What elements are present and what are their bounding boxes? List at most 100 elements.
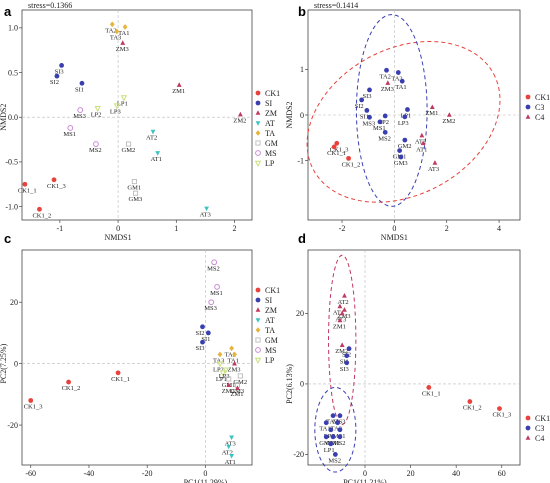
y-axis-label: NMDS2 bbox=[285, 101, 294, 128]
data-point bbox=[334, 140, 340, 146]
legend-label: C4 bbox=[535, 113, 544, 122]
stress-annotation: stress=0.1366 bbox=[28, 1, 72, 10]
data-point-label: CK1_2 bbox=[32, 212, 51, 219]
data-point-label: AT2 bbox=[415, 139, 426, 146]
y-tick-label: -1.0 bbox=[5, 202, 18, 211]
data-point-label: GM1 bbox=[127, 185, 141, 192]
data-point-label: LP2 bbox=[324, 433, 335, 440]
confidence-ellipse-c3 bbox=[355, 14, 428, 207]
data-point bbox=[235, 385, 240, 391]
confidence-ellipse-c4 bbox=[328, 254, 357, 425]
data-point bbox=[335, 420, 341, 426]
data-point bbox=[77, 107, 84, 113]
data-point-label: MS3 bbox=[73, 113, 86, 120]
data-point bbox=[337, 303, 343, 309]
x-tick-label: 0 bbox=[392, 224, 396, 233]
data-point bbox=[328, 427, 334, 433]
data-point bbox=[222, 367, 230, 374]
confidence-ellipse-c3 bbox=[314, 386, 357, 473]
legend-marker bbox=[255, 130, 261, 136]
data-point bbox=[200, 339, 205, 345]
data-point-label: GM3 bbox=[319, 440, 333, 447]
legend-marker bbox=[255, 121, 261, 126]
legend-label: TA bbox=[265, 129, 275, 138]
y-tick-label: 0.5 bbox=[8, 68, 18, 77]
data-point-label: TA1 bbox=[118, 30, 129, 37]
data-point bbox=[385, 80, 391, 85]
data-point bbox=[432, 160, 438, 165]
legend-label: SI bbox=[265, 99, 272, 108]
data-point-label: SI1 bbox=[340, 359, 349, 366]
data-point bbox=[402, 114, 408, 120]
data-point-label: GM3 bbox=[230, 388, 244, 395]
data-point bbox=[330, 413, 336, 419]
data-point bbox=[339, 342, 345, 347]
panel-letter: d bbox=[298, 231, 306, 246]
data-points: AT2AT1ZM3AT3ZM1ZM2SI2SI1SI3MS3TA2TA1TA3L… bbox=[319, 293, 511, 464]
data-point bbox=[323, 420, 329, 426]
y-axis-label: NMDS2 bbox=[0, 104, 8, 131]
data-point bbox=[382, 129, 388, 135]
data-point bbox=[397, 148, 403, 154]
legend-marker bbox=[255, 90, 261, 96]
data-point bbox=[446, 112, 452, 117]
data-point bbox=[467, 399, 473, 404]
data-point bbox=[132, 190, 139, 196]
data-point-label: AT3 bbox=[428, 166, 439, 173]
data-point bbox=[131, 179, 137, 185]
x-tick-label: 0 bbox=[363, 469, 367, 478]
x-tick-label: 2 bbox=[445, 224, 449, 233]
data-point-label: CK1_1 bbox=[327, 150, 346, 157]
legend-marker bbox=[255, 100, 261, 106]
legend-label: GM bbox=[265, 336, 278, 345]
confidence-ellipse-ck1 bbox=[306, 40, 501, 203]
legend-marker bbox=[255, 140, 261, 146]
legend-label: CK1 bbox=[265, 89, 280, 98]
x-axis-label: PC1(11.21%) bbox=[343, 478, 387, 483]
data-point-label: ZM2 bbox=[335, 348, 348, 355]
data-point bbox=[344, 353, 350, 359]
chart-panel-d: d 0 20 40 60 -20 0 20 PC1(11.21%) PC2(6.13%) AT2 AT… bbox=[285, 231, 550, 483]
legend-marker bbox=[255, 287, 261, 293]
data-point-label: GM3 bbox=[394, 160, 408, 167]
legend-label: ZM bbox=[265, 109, 277, 118]
data-point bbox=[346, 346, 352, 352]
data-point bbox=[419, 132, 425, 138]
x-tick-label: 0 bbox=[203, 469, 207, 478]
data-point-label: ZM3 bbox=[337, 313, 350, 320]
data-point-label: LP3 bbox=[398, 120, 409, 127]
data-point bbox=[208, 299, 215, 306]
x-tick-label: 40 bbox=[452, 469, 460, 478]
data-point bbox=[337, 434, 343, 440]
legend-label: CK1 bbox=[535, 414, 550, 423]
data-point-label: TA2 bbox=[380, 73, 391, 80]
data-point bbox=[331, 144, 337, 150]
data-point bbox=[232, 360, 237, 366]
legend-marker bbox=[255, 318, 261, 323]
data-point bbox=[399, 78, 405, 84]
data-point bbox=[94, 105, 101, 113]
data-point-label: ZM1 bbox=[230, 391, 243, 398]
data-point bbox=[337, 413, 343, 419]
x-tick-label: -2 bbox=[339, 224, 346, 233]
data-point-label: GM2 bbox=[122, 147, 136, 154]
data-point-label: MS2 bbox=[328, 457, 341, 464]
data-point bbox=[237, 111, 243, 117]
data-point bbox=[67, 125, 74, 131]
data-point bbox=[405, 107, 410, 112]
plot-frame bbox=[307, 249, 521, 466]
data-point-label: MS1 bbox=[210, 290, 223, 297]
y-tick-label: 0 bbox=[300, 380, 304, 389]
data-point bbox=[176, 82, 182, 87]
data-point-label: SI3 bbox=[196, 345, 205, 352]
y-tick-label: 1.0 bbox=[8, 24, 18, 33]
data-point-label: ZM2 bbox=[233, 118, 246, 125]
data-point bbox=[200, 324, 205, 330]
data-point-label: TA2 bbox=[225, 351, 236, 358]
data-point-label: LP2 bbox=[213, 367, 224, 374]
x-axis-label: PC1(11.29%) bbox=[184, 478, 228, 483]
